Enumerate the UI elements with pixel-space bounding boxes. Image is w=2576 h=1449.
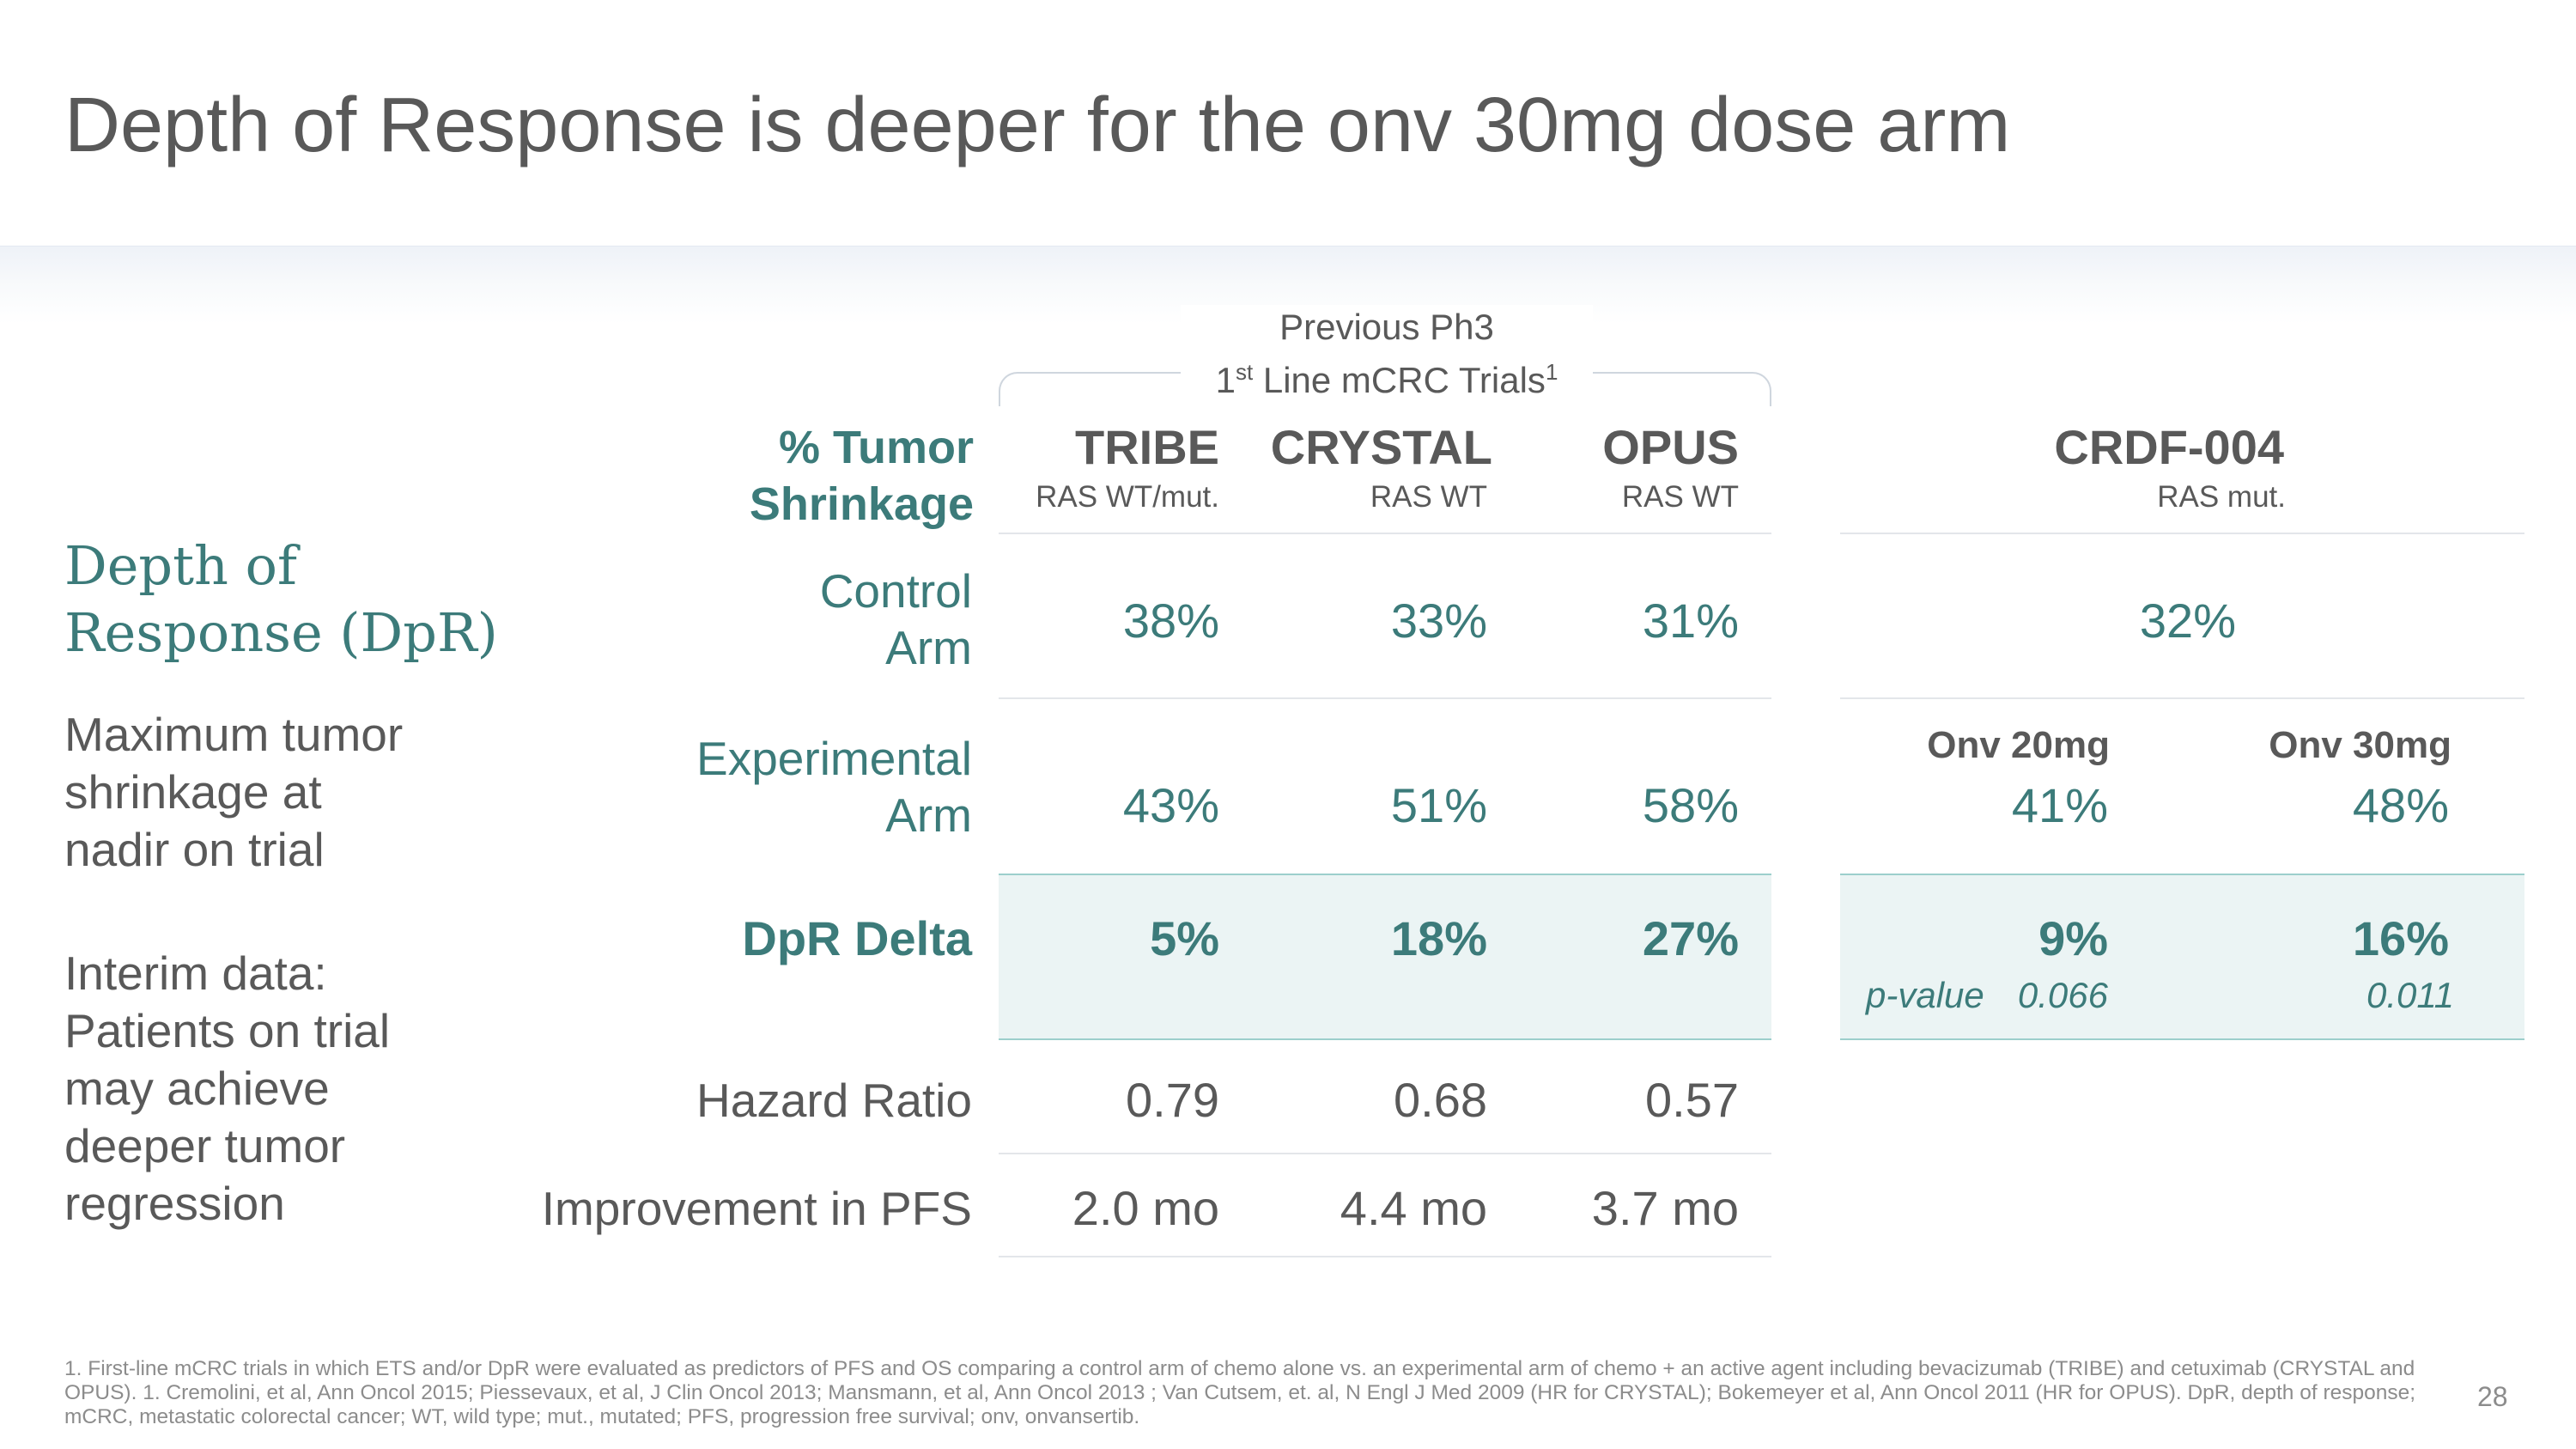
row-label-experimental: Experimental Arm <box>696 730 972 843</box>
line-number: 1 <box>1215 360 1236 400</box>
tumor-shrinkage-header: % Tumor Shrinkage <box>750 419 974 533</box>
row-label-line: Control <box>819 564 972 618</box>
description-line: nadir on trial <box>64 823 325 876</box>
delta-onv20: 9% <box>2038 911 2108 965</box>
interim-note: Interim data: Patients on trial may achi… <box>64 945 390 1233</box>
delta-band-trials <box>999 874 1771 1039</box>
footnote-line: OPUS). 1. Cremolini, et al, Ann Oncol 20… <box>64 1381 2416 1404</box>
tumor-header-line: Shrinkage <box>749 478 974 530</box>
control-crdf: 32% <box>2139 594 2236 648</box>
row-label-line: Arm <box>885 788 972 842</box>
row-divider <box>999 1153 1771 1154</box>
dose-label-20mg: Onv 20mg <box>1927 724 2110 766</box>
col-sub-crdf: RAS mut. <box>2157 480 2286 514</box>
delta-bottom-rule <box>999 1038 1771 1040</box>
pvalue-onv30: 0.011 <box>2366 975 2454 1015</box>
col-header-opus: OPUS <box>1602 420 1739 474</box>
delta-band-crdf <box>1840 874 2524 1039</box>
dpr-heading: Depth of Response (DpR) <box>64 533 498 667</box>
pfs-opus: 3.7 mo <box>1591 1181 1739 1235</box>
interim-line: regression <box>64 1177 285 1230</box>
ordinal-suffix: st <box>1235 359 1254 385</box>
control-opus: 31% <box>1642 594 1739 648</box>
dpr-heading-line: Response (DpR) <box>64 601 498 664</box>
row-label-delta: DpR Delta <box>742 911 972 965</box>
hazard-tribe: 0.79 <box>1126 1073 1219 1127</box>
group-label-line2: 1st Line mCRC Trials1 <box>1181 350 1593 403</box>
group-label-text: Line mCRC Trials <box>1253 360 1546 400</box>
row-label-hazard: Hazard Ratio <box>696 1074 972 1127</box>
group-label-line1: Previous Ph3 <box>1279 307 1494 347</box>
row-divider <box>1840 697 2524 699</box>
delta-tribe: 5% <box>1150 911 1219 965</box>
pvalue-onv20: 0.066 <box>2017 975 2108 1015</box>
dpr-description: Maximum tumor shrinkage at nadir on tria… <box>64 706 403 879</box>
dpr-heading-line: Depth of <box>64 534 297 597</box>
hazard-opus: 0.57 <box>1645 1073 1739 1127</box>
page-number: 28 <box>2477 1381 2508 1412</box>
delta-top-rule <box>1840 874 2524 875</box>
row-divider <box>999 533 1771 534</box>
pvalue-label: p-value <box>1866 975 1984 1015</box>
col-sub-opus: RAS WT <box>1621 480 1739 514</box>
experimental-tribe: 43% <box>1122 778 1219 832</box>
col-sub-crystal: RAS WT <box>1370 480 1487 514</box>
description-line: Maximum tumor <box>64 708 404 761</box>
experimental-onv20: 41% <box>2011 778 2108 832</box>
col-header-crystal: CRYSTAL <box>1270 420 1492 474</box>
delta-bottom-rule <box>1840 1038 2524 1040</box>
experimental-opus: 58% <box>1642 778 1739 832</box>
experimental-crystal: 51% <box>1390 778 1487 832</box>
footnote-ref: 1 <box>1545 359 1558 385</box>
control-tribe: 38% <box>1122 594 1219 648</box>
tumor-header-line: % Tumor <box>779 422 974 473</box>
col-header-crdf: CRDF-004 <box>2054 420 2284 474</box>
row-label-control: Control Arm <box>820 563 972 676</box>
pfs-tribe: 2.0 mo <box>1072 1181 1219 1235</box>
row-divider <box>999 697 1771 699</box>
footnote: 1. First-line mCRC trials in which ETS a… <box>64 1357 2451 1429</box>
interim-line: deeper tumor <box>64 1119 346 1172</box>
row-label-pfs: Improvement in PFS <box>541 1182 972 1235</box>
footnote-line: mCRC, metastatic colorectal cancer; WT, … <box>64 1405 1140 1428</box>
interim-line: Interim data: <box>64 947 327 1000</box>
interim-line: Patients on trial <box>64 1004 391 1057</box>
row-label-line: Arm <box>885 621 972 674</box>
footnote-line: 1. First-line mCRC trials in which ETS a… <box>64 1357 2415 1380</box>
row-divider <box>1840 533 2524 534</box>
hazard-crystal: 0.68 <box>1394 1073 1487 1127</box>
delta-crystal: 18% <box>1390 911 1487 965</box>
pfs-crystal: 4.4 mo <box>1340 1181 1487 1235</box>
slide-title: Depth of Response is deeper for the onv … <box>64 82 2011 168</box>
trials-group-label: Previous Ph3 1st Line mCRC Trials1 <box>1181 305 1593 403</box>
delta-opus: 27% <box>1642 911 1739 965</box>
experimental-onv30: 48% <box>2352 778 2449 832</box>
col-sub-tribe: RAS WT/mut. <box>1036 480 1219 514</box>
control-crystal: 33% <box>1390 594 1487 648</box>
delta-onv30: 16% <box>2352 911 2449 965</box>
dose-label-30mg: Onv 30mg <box>2269 724 2451 766</box>
delta-top-rule <box>999 874 1771 875</box>
interim-line: may achieve <box>64 1062 330 1115</box>
row-label-line: Experimental <box>696 732 972 785</box>
description-line: shrinkage at <box>64 765 322 819</box>
row-divider <box>999 1256 1771 1257</box>
col-header-tribe: TRIBE <box>1075 420 1219 474</box>
